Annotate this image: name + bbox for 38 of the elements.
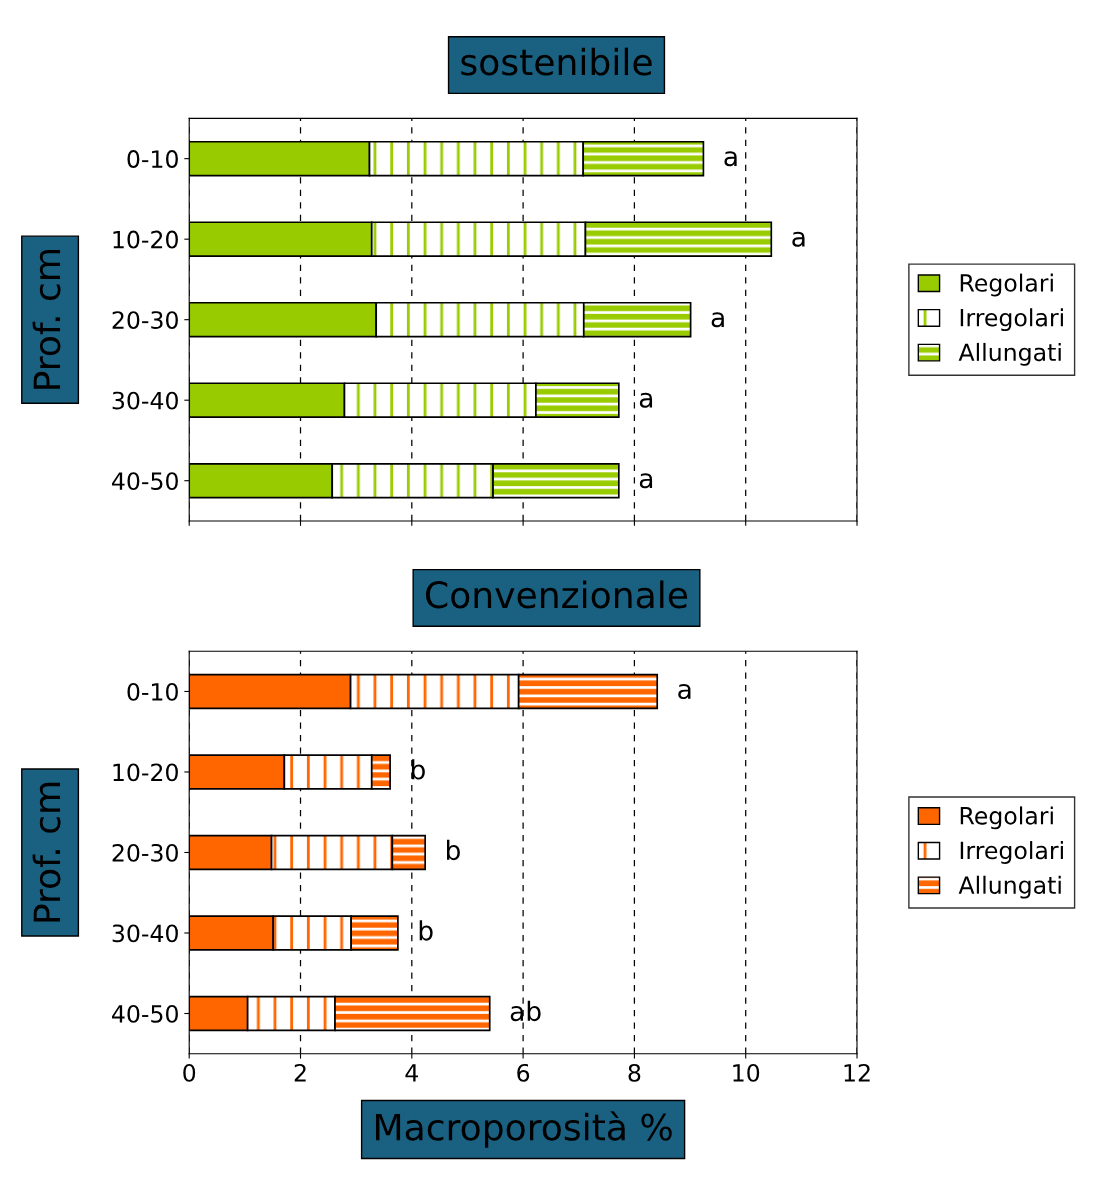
y-tick-label: 0-10 [127, 150, 178, 168]
x-tick-label: 2 [294, 1063, 306, 1082]
y-tick-label: 20-30 [112, 311, 178, 329]
legend-label: Regolari [960, 806, 1053, 830]
x-tick-label: 12 [844, 1063, 870, 1082]
x-tick-label: 0 [183, 1063, 196, 1082]
annotation: b [419, 920, 433, 941]
legend-label: Allungati [958, 342, 1061, 366]
y-tick-label: 30-40 [112, 391, 178, 410]
annotation: b [411, 759, 425, 780]
y-tick-label: 30-40 [112, 924, 178, 943]
annotation: a [792, 231, 805, 247]
x-tick-label: 4 [405, 1064, 418, 1082]
chart-title: Convenzionale [426, 580, 688, 609]
annotation: a [639, 473, 653, 489]
legend-label: Irregolari [960, 308, 1063, 332]
annotation: a [711, 312, 724, 328]
annotation: a [724, 151, 737, 167]
x-tick-label: 10 [733, 1063, 760, 1082]
chart-title: sostenibile [461, 47, 652, 76]
y-tick-label: 0-10 [127, 682, 178, 701]
annotation: b [447, 839, 460, 861]
y-tick-label: 10-20 [113, 763, 178, 782]
y-tick-label: 40-50 [112, 472, 178, 491]
y-tick-label: 40-50 [112, 1004, 178, 1023]
y-axis-title: Prof. cm [32, 782, 61, 922]
annotation: a [639, 392, 653, 408]
y-tick-label: 10-20 [113, 230, 178, 249]
annotation: a [678, 683, 691, 700]
legend-label: Allungati [958, 875, 1061, 899]
x-axis-title: Macroporosità % [375, 1111, 672, 1148]
y-axis-title: Prof. cm [32, 250, 61, 389]
legend-label: Irregolari [960, 841, 1063, 864]
x-tick-label: 8 [628, 1063, 641, 1082]
legend-label: Regolari [960, 273, 1053, 297]
y-tick-label: 20-30 [112, 843, 178, 862]
x-tick-label: 6 [517, 1063, 530, 1082]
annotation: ab [510, 1000, 541, 1022]
